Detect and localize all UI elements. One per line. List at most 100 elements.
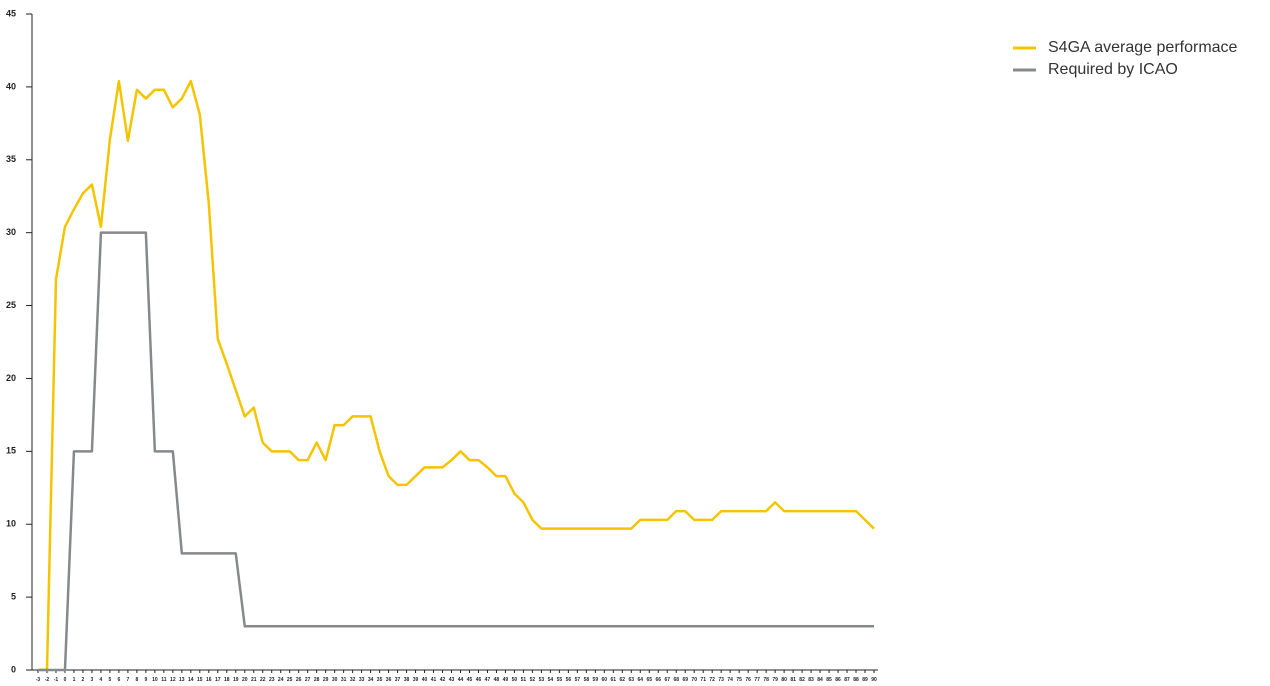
x-tick-label: 90: [871, 677, 877, 683]
y-tick-label: 20: [6, 373, 16, 383]
series-line: [38, 79, 875, 672]
x-tick-label: 17: [215, 677, 221, 683]
y-tick-label: 10: [6, 519, 16, 529]
y-tick-label: 30: [6, 227, 16, 237]
x-tick-label: 36: [386, 677, 392, 683]
x-tick-label: 82: [799, 677, 805, 683]
x-tick-label: 59: [593, 677, 599, 683]
x-tick-label: 52: [530, 677, 536, 683]
x-tick-label: 0: [64, 677, 67, 683]
legend-label: Required by ICAO: [1048, 61, 1178, 78]
x-tick-label: 53: [539, 677, 545, 683]
x-tick-label: 75: [736, 677, 742, 683]
x-tick-label: 70: [691, 677, 697, 683]
x-tick-label: 46: [476, 677, 482, 683]
x-tick-label: 86: [835, 677, 841, 683]
x-tick-label: 21: [251, 677, 257, 683]
x-tick-label: 4: [100, 677, 103, 683]
x-tick-label: 64: [637, 677, 643, 683]
x-tick-label: 72: [709, 677, 715, 683]
x-tick-label: 26: [296, 677, 302, 683]
y-tick-label: 40: [6, 81, 16, 91]
legend-label: S4GA average performace: [1048, 39, 1238, 56]
x-tick-label: 83: [808, 677, 814, 683]
x-tick-label: 11: [161, 677, 167, 683]
x-tick-label: 31: [341, 677, 347, 683]
x-tick-label: 71: [700, 677, 706, 683]
x-tick-label: 5: [109, 677, 112, 683]
x-tick-label: 3: [91, 677, 94, 683]
x-tick-label: 50: [512, 677, 518, 683]
x-tick-label: 55: [557, 677, 563, 683]
x-tick-label: 38: [404, 677, 410, 683]
x-tick-label: 13: [179, 677, 185, 683]
x-tick-label: 23: [269, 677, 275, 683]
x-tick-label: 79: [772, 677, 778, 683]
x-tick-label: -1: [54, 677, 59, 683]
x-tick-label: 12: [170, 677, 176, 683]
x-tick-label: 49: [503, 677, 509, 683]
x-tick-label: 89: [862, 677, 868, 683]
x-tick-label: 40: [422, 677, 428, 683]
x-tick-label: 2: [82, 677, 85, 683]
y-tick-label: 25: [6, 300, 16, 310]
x-tick-label: -2: [45, 677, 50, 683]
x-tick-label: 60: [602, 677, 608, 683]
x-tick-label: 41: [431, 677, 437, 683]
x-tick-label: 56: [566, 677, 572, 683]
x-tick-label: -3: [36, 677, 41, 683]
x-tick-label: 62: [620, 677, 626, 683]
x-tick-label: 42: [440, 677, 446, 683]
x-tick-label: 35: [377, 677, 383, 683]
x-tick-label: 54: [548, 677, 554, 683]
x-tick-label: 39: [413, 677, 419, 683]
x-tick-label: 27: [305, 677, 311, 683]
y-tick-label: 5: [11, 591, 16, 601]
x-tick-label: 16: [206, 677, 212, 683]
x-tick-label: 51: [521, 677, 527, 683]
x-tick-label: 43: [449, 677, 455, 683]
x-tick-label: 84: [817, 677, 823, 683]
x-tick-label: 7: [127, 677, 130, 683]
x-tick-label: 63: [629, 677, 635, 683]
x-tick-label: 85: [826, 677, 832, 683]
x-tick-label: 68: [673, 677, 679, 683]
x-tick-label: 29: [323, 677, 329, 683]
x-tick-label: 65: [646, 677, 652, 683]
x-tick-label: 61: [611, 677, 617, 683]
x-tick-label: 28: [314, 677, 320, 683]
x-tick-label: 67: [664, 677, 670, 683]
x-tick-label: 25: [287, 677, 293, 683]
x-tick-label: 19: [233, 677, 239, 683]
x-tick-label: 33: [359, 677, 365, 683]
x-tick-label: 1: [73, 677, 76, 683]
x-tick-label: 48: [494, 677, 500, 683]
x-tick-label: 24: [278, 677, 284, 683]
x-tick-label: 34: [368, 677, 374, 683]
x-tick-label: 44: [458, 677, 464, 683]
series-line: [38, 231, 874, 672]
x-tick-label: 14: [188, 677, 194, 683]
x-tick-label: 74: [727, 677, 733, 683]
x-tick-label: 37: [395, 677, 401, 683]
x-tick-label: 76: [745, 677, 751, 683]
x-tick-label: 18: [224, 677, 230, 683]
x-tick-label: 80: [781, 677, 787, 683]
y-tick-label: 15: [6, 446, 16, 456]
x-tick-label: 20: [242, 677, 248, 683]
x-tick-label: 88: [853, 677, 859, 683]
x-tick-label: 81: [790, 677, 796, 683]
x-tick-label: 8: [135, 677, 138, 683]
x-tick-label: 77: [754, 677, 760, 683]
x-tick-label: 30: [332, 677, 338, 683]
x-tick-label: 73: [718, 677, 724, 683]
x-tick-label: 87: [844, 677, 850, 683]
x-tick-label: 69: [682, 677, 688, 683]
x-tick-label: 58: [584, 677, 590, 683]
x-tick-label: 66: [655, 677, 661, 683]
y-tick-label: 0: [11, 664, 16, 674]
x-tick-label: 22: [260, 677, 266, 683]
y-tick-label: 45: [6, 8, 16, 18]
